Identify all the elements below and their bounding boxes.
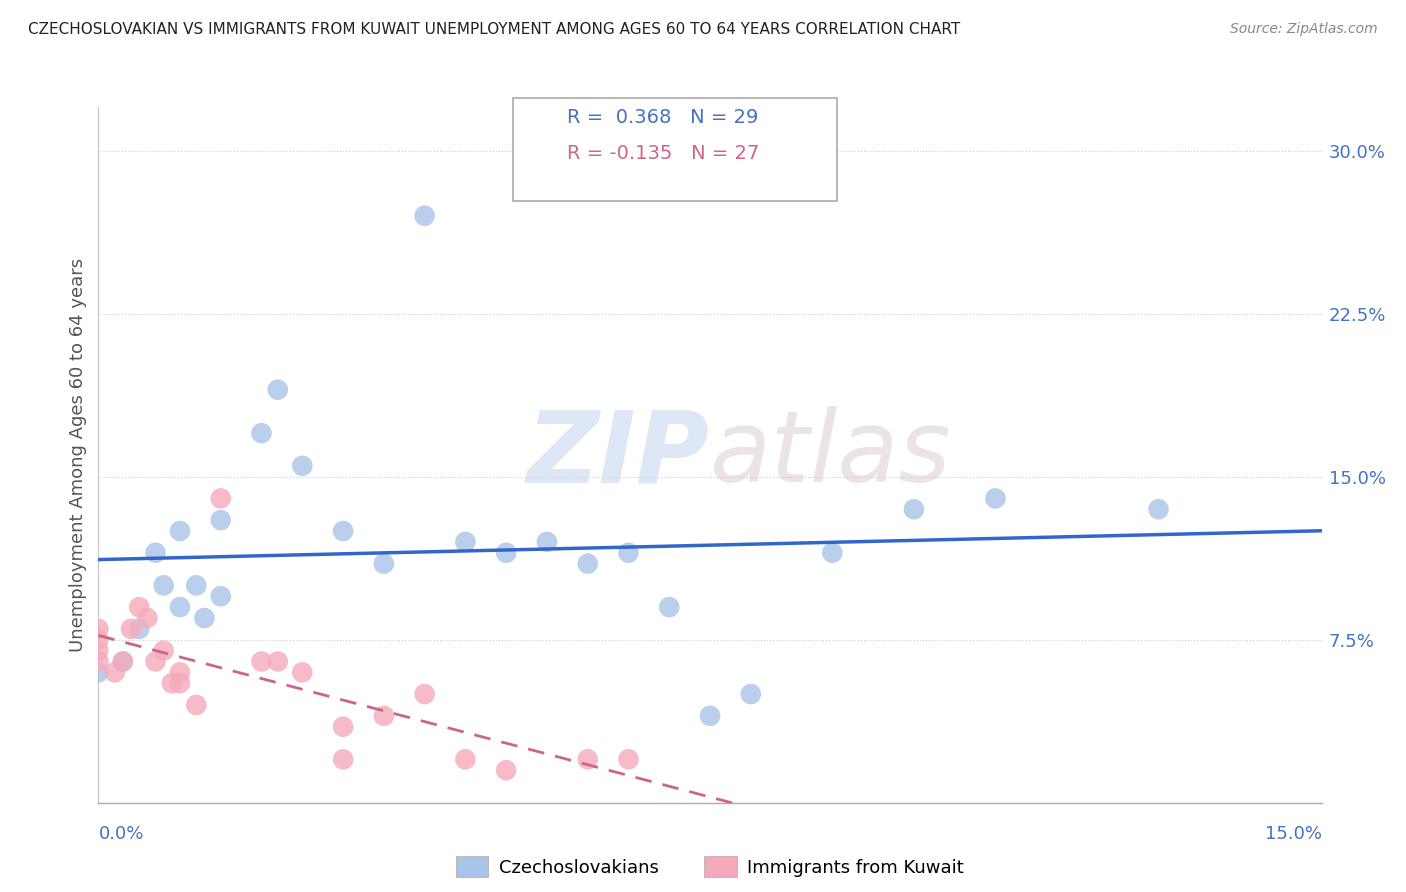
Point [576,557,599,571]
Point [250,655,273,669]
Point [169,600,191,615]
Point [454,535,477,549]
Point [291,665,314,680]
Text: atlas: atlas [710,407,952,503]
Text: 0.0%: 0.0% [98,825,143,843]
Point [87,632,110,647]
Point [332,720,354,734]
Point [209,491,232,506]
Point [209,513,232,527]
Point [209,589,232,603]
Point [903,502,925,516]
Legend: Czechoslovakians, Immigrants from Kuwait: Czechoslovakians, Immigrants from Kuwait [449,849,972,884]
Point [169,676,191,690]
Point [87,665,110,680]
Text: R = -0.135   N = 27: R = -0.135 N = 27 [567,144,759,163]
Text: 15.0%: 15.0% [1264,825,1322,843]
Point [193,611,215,625]
Point [332,752,354,766]
Point [536,535,558,549]
Point [1147,502,1170,516]
Point [120,622,142,636]
Point [152,578,174,592]
Text: ZIP: ZIP [527,407,710,503]
Point [152,643,174,657]
Point [495,763,517,777]
Point [87,655,110,669]
Point [104,665,127,680]
Point [495,546,517,560]
Point [87,643,110,657]
Point [699,708,721,723]
Point [267,383,290,397]
Point [169,665,191,680]
Point [291,458,314,473]
Point [145,655,167,669]
Point [821,546,844,560]
Point [111,655,134,669]
Point [413,209,436,223]
Point [160,676,183,690]
Point [111,655,134,669]
Point [136,611,159,625]
Point [454,752,477,766]
Point [128,600,150,615]
Point [617,752,640,766]
Point [373,557,395,571]
Point [186,698,208,712]
Point [658,600,681,615]
Text: R =  0.368   N = 29: R = 0.368 N = 29 [567,108,758,128]
Point [740,687,762,701]
Point [128,622,150,636]
Point [186,578,208,592]
Point [617,546,640,560]
Y-axis label: Unemployment Among Ages 60 to 64 years: Unemployment Among Ages 60 to 64 years [69,258,87,652]
Text: Source: ZipAtlas.com: Source: ZipAtlas.com [1230,22,1378,37]
Text: CZECHOSLOVAKIAN VS IMMIGRANTS FROM KUWAIT UNEMPLOYMENT AMONG AGES 60 TO 64 YEARS: CZECHOSLOVAKIAN VS IMMIGRANTS FROM KUWAI… [28,22,960,37]
Point [576,752,599,766]
Point [267,655,290,669]
Point [332,524,354,538]
Point [250,426,273,441]
Point [87,622,110,636]
Point [373,708,395,723]
Point [413,687,436,701]
Point [984,491,1007,506]
Point [169,524,191,538]
Point [145,546,167,560]
